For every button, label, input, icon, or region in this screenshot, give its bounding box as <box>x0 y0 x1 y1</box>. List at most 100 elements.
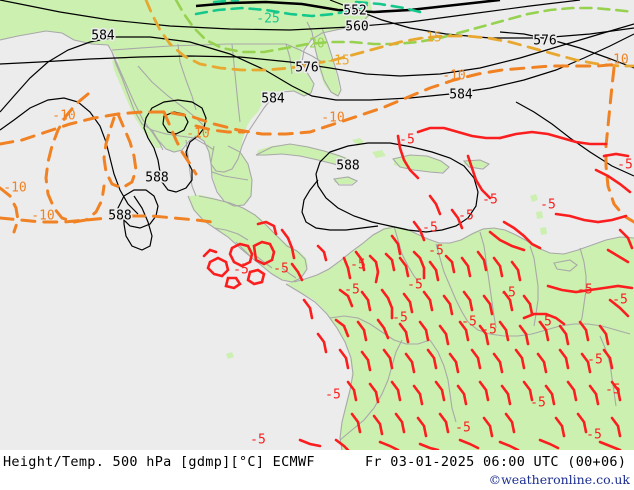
isotherm-minus5-sa-17 <box>422 290 434 312</box>
footer-bar: Height/Temp. 500 hPa [gdmp][°C] ECMWF Fr… <box>0 450 634 490</box>
isotherm-minus5-sa-63 <box>350 412 362 434</box>
isotherm-minus5-sa-67 <box>438 412 450 434</box>
isotherm-minus5-sa-41 <box>426 348 438 370</box>
contour-label: -5 <box>481 323 497 338</box>
isotherm-minus5-sa-66 <box>416 416 428 438</box>
isotherm-minus5-layer <box>202 126 634 450</box>
isotherm-minus5-sa-52 <box>390 380 402 402</box>
contour-label: -10 <box>321 111 344 126</box>
contour-label: -5 <box>586 428 602 443</box>
isotherm-minus5-sa-8 <box>444 254 456 274</box>
isotherm-minus5-sa-47 <box>558 348 570 370</box>
contour-label: -10 <box>52 109 75 124</box>
map-canvas[interactable]: 584 552 560 576 576 584 584 588 588 588 -25 -20 -15… <box>0 0 634 450</box>
contour-label: -5 <box>530 396 546 411</box>
isotherm-minus5-carib-3 <box>396 134 420 180</box>
contour-label: -5 <box>617 158 633 173</box>
border-sa-3 <box>429 339 457 423</box>
isotherm-minus5-sa-14 <box>360 290 372 312</box>
isotherm-minus10-layer <box>0 62 634 234</box>
border-sa-8 <box>599 335 617 407</box>
coast-cuba <box>255 143 358 169</box>
isotherm-minus5-carib-4 <box>466 154 492 200</box>
contour-576-b <box>499 31 634 69</box>
border-ca-1 <box>213 227 249 241</box>
isotherm-minus5-sa-15 <box>380 288 394 320</box>
contour-label: -5 <box>399 133 415 148</box>
land-galapagos <box>226 352 234 359</box>
contour-label: -5 <box>605 383 621 398</box>
isotherm-minus5-sa-71 <box>576 412 588 434</box>
contour-label: -20 <box>301 37 324 52</box>
isotherm-minus5-sa-78 <box>498 440 520 450</box>
isotherm-minus5-sa-48 <box>580 352 592 374</box>
contour-label: -5 <box>540 198 556 213</box>
isotherm-minus5-carib-11 <box>522 312 566 326</box>
contour-label: 552 <box>343 4 366 19</box>
isotherm-minus5-sa-29 <box>458 320 470 342</box>
land-antilles-1 <box>530 194 538 202</box>
isotherm-minus5-sa-6 <box>412 250 426 280</box>
isotherm-minus5-sa-1 <box>342 256 352 280</box>
contour-label: 576 <box>295 61 318 76</box>
contour-label: -10 <box>605 53 628 68</box>
contour-label: 576 <box>533 34 556 49</box>
isotherm-minus5-carib-8 <box>546 284 634 294</box>
contour-588-caribbean <box>315 142 479 233</box>
isotherm-minus5-pac-8 <box>280 228 296 260</box>
isotherm-minus10-baja <box>102 112 138 190</box>
isotherm-minus5-sa-68 <box>482 416 494 438</box>
coast-trinidad <box>553 259 578 272</box>
isotherm-minus5-sa-35 <box>578 320 590 342</box>
isotherm-minus15-layer <box>144 0 634 72</box>
isotherm-minus5-carib-6 <box>488 230 526 252</box>
isotherm-minus5-sa-43 <box>470 348 482 370</box>
isotherm-minus5-sa-44 <box>492 352 504 374</box>
contour-label: -5 <box>325 388 341 403</box>
temp-label-layer: -25-20-15-15-10-10-10-10-10-10-10-5-5-5-… <box>3 12 633 448</box>
isotherm-minus5-sa-22 <box>522 294 534 316</box>
land-baja-california <box>112 60 162 148</box>
isotherm-minus5-sa-64 <box>372 414 384 436</box>
isotherm-minus5-sa-49 <box>602 348 614 370</box>
border-sa-4 <box>435 243 631 337</box>
isotherm-minus5-sa-77 <box>458 438 480 450</box>
isotherm-minus5-sa-37 <box>338 348 350 370</box>
isotherm-minus5-pac-1 <box>228 242 254 268</box>
isotherm-minus5-sa-11 <box>492 256 504 278</box>
contour-588-caribbean-ext <box>301 179 379 231</box>
isotherm-minus5-sa-51 <box>368 382 380 404</box>
isotherm-minus5-sa-40 <box>404 352 416 374</box>
isotherm-minus5-sa-54 <box>434 380 446 402</box>
isotherm-minus5-sa-26 <box>398 322 410 344</box>
isotherm-minus5-sa-34 <box>558 324 570 346</box>
contour-label: -5 <box>233 263 249 278</box>
isotherm-minus5-sa-7 <box>428 260 440 282</box>
isotherm-minus5-carib-13 <box>606 248 630 264</box>
isotherm-minus5-sa-12 <box>510 260 522 282</box>
isotherm-minus5-sa-60 <box>566 380 578 402</box>
isotherm-minus5-sa-23 <box>334 318 350 338</box>
isotherm-minus5-sa-31 <box>498 320 510 342</box>
isotherm-minus25-a <box>194 2 372 18</box>
isotherm-minus5-sa-61 <box>588 384 600 406</box>
isotherm-minus5-sa-45 <box>514 348 526 370</box>
isotherm-minus5-sa-74 <box>334 438 350 450</box>
isotherm-minus5-sa-33 <box>538 320 550 342</box>
isotherm-minus5-sa-72 <box>610 416 622 438</box>
contour-label: -5 <box>500 286 516 301</box>
isotherm-minus5-sa-79 <box>538 438 560 450</box>
contour-label: -5 <box>455 421 471 436</box>
contour-584-b <box>515 101 634 177</box>
contour-label: -5 <box>392 311 408 326</box>
isotherm-minus5-sa-20 <box>482 294 494 316</box>
isotherm-minus5-carib-9 <box>594 168 632 194</box>
contour-584-main <box>0 33 634 113</box>
isotherm-minus5-sa-24 <box>356 320 368 342</box>
isotherm-minus5-pac-2 <box>252 240 276 266</box>
isotherm-minus25-c <box>354 0 422 14</box>
land-bahamas-2 <box>372 150 386 158</box>
isotherm-minus5-sa-38 <box>360 350 372 372</box>
